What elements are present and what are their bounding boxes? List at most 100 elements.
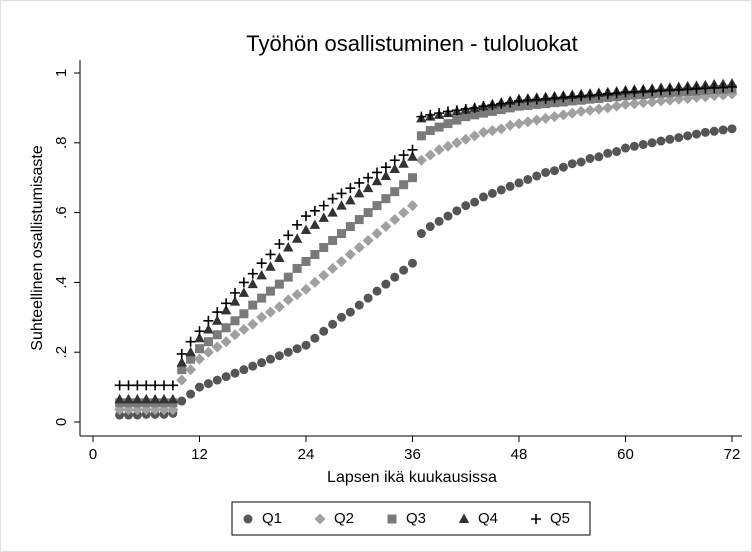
point bbox=[372, 286, 382, 296]
point bbox=[132, 393, 143, 404]
point bbox=[434, 216, 444, 226]
point bbox=[700, 83, 711, 94]
point bbox=[301, 340, 311, 350]
point bbox=[504, 119, 516, 131]
point bbox=[575, 105, 587, 117]
point bbox=[345, 194, 356, 205]
point bbox=[602, 88, 613, 99]
point bbox=[247, 318, 259, 330]
point bbox=[363, 172, 374, 183]
point bbox=[576, 157, 586, 167]
y-axis-label: Suhteellinen osallistumisaste bbox=[29, 145, 46, 351]
point bbox=[220, 336, 232, 348]
point bbox=[461, 201, 471, 211]
point bbox=[372, 167, 382, 178]
point bbox=[247, 268, 258, 279]
point bbox=[514, 101, 524, 111]
point bbox=[150, 380, 161, 391]
point bbox=[479, 108, 488, 118]
point bbox=[354, 300, 364, 310]
point bbox=[248, 361, 258, 371]
point bbox=[522, 95, 533, 106]
point bbox=[550, 166, 559, 176]
point bbox=[541, 167, 551, 177]
point bbox=[514, 95, 524, 106]
point bbox=[664, 85, 675, 96]
point bbox=[256, 269, 267, 280]
point bbox=[300, 283, 312, 295]
point bbox=[407, 144, 418, 155]
point bbox=[257, 358, 267, 368]
point bbox=[345, 183, 356, 194]
point bbox=[212, 307, 223, 318]
point bbox=[443, 211, 453, 221]
point bbox=[487, 106, 497, 116]
legend-label: Q2 bbox=[334, 510, 354, 527]
point bbox=[637, 97, 649, 109]
point bbox=[718, 125, 728, 135]
x-tick-label: 72 bbox=[724, 446, 741, 463]
point bbox=[523, 100, 533, 110]
point bbox=[194, 332, 205, 343]
point bbox=[408, 173, 417, 183]
point bbox=[344, 248, 356, 260]
point bbox=[390, 187, 400, 197]
point bbox=[238, 277, 249, 288]
point bbox=[362, 182, 374, 193]
y-tick-label: 1 bbox=[53, 69, 70, 77]
point bbox=[390, 272, 400, 282]
point bbox=[309, 205, 320, 216]
point bbox=[310, 249, 320, 259]
point bbox=[389, 163, 400, 173]
point bbox=[132, 380, 143, 391]
x-tick-label: 24 bbox=[298, 446, 315, 463]
x-tick-label: 60 bbox=[617, 446, 634, 463]
point bbox=[185, 336, 196, 347]
point bbox=[558, 162, 568, 172]
y-tick-label: .4 bbox=[53, 276, 70, 289]
point bbox=[461, 112, 471, 122]
point bbox=[318, 212, 329, 222]
point bbox=[123, 380, 134, 391]
point bbox=[593, 89, 604, 100]
point bbox=[283, 347, 293, 357]
y-tick-label: 0 bbox=[53, 418, 70, 426]
point bbox=[424, 149, 436, 161]
point bbox=[496, 105, 506, 115]
point bbox=[220, 304, 232, 315]
point bbox=[443, 106, 453, 117]
point bbox=[256, 258, 267, 269]
point bbox=[655, 95, 667, 107]
point bbox=[531, 114, 543, 126]
point bbox=[345, 222, 355, 232]
point bbox=[158, 393, 170, 404]
point bbox=[692, 129, 701, 139]
legend-marker bbox=[531, 514, 541, 524]
point bbox=[523, 174, 533, 184]
point bbox=[389, 155, 400, 166]
legend-box bbox=[231, 501, 591, 536]
point bbox=[584, 104, 596, 116]
point bbox=[266, 354, 275, 364]
point bbox=[318, 200, 329, 211]
point bbox=[283, 272, 293, 282]
point bbox=[327, 207, 338, 217]
point bbox=[319, 243, 329, 252]
point bbox=[230, 316, 240, 326]
point bbox=[478, 101, 489, 112]
point bbox=[531, 94, 542, 105]
point bbox=[239, 309, 249, 319]
point bbox=[602, 102, 614, 114]
x-tick-label: 48 bbox=[511, 446, 528, 463]
legend-marker bbox=[458, 513, 470, 523]
point bbox=[186, 389, 196, 399]
y-tick-label: .8 bbox=[53, 137, 70, 150]
point bbox=[522, 116, 534, 128]
point bbox=[177, 365, 187, 375]
point bbox=[229, 296, 241, 306]
point bbox=[416, 229, 426, 239]
point bbox=[292, 219, 303, 230]
point bbox=[567, 159, 577, 169]
point bbox=[486, 125, 498, 137]
point bbox=[273, 301, 285, 313]
